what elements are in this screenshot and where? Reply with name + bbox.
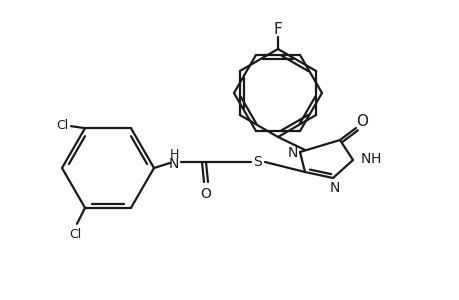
Text: Cl: Cl xyxy=(69,228,81,241)
Text: O: O xyxy=(200,187,211,201)
Text: H: H xyxy=(370,152,381,166)
Text: S: S xyxy=(253,155,262,169)
Text: N: N xyxy=(168,157,179,171)
Text: N: N xyxy=(287,146,297,160)
Text: H: H xyxy=(169,148,178,160)
Text: N: N xyxy=(329,181,340,195)
Text: O: O xyxy=(355,113,367,128)
Text: N: N xyxy=(360,152,370,166)
Text: F: F xyxy=(273,22,282,37)
Text: Cl: Cl xyxy=(56,119,68,132)
